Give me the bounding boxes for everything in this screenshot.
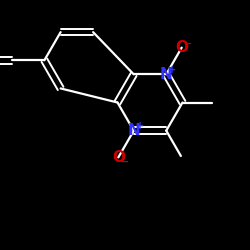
Text: O: O xyxy=(112,150,125,165)
Text: +: + xyxy=(136,121,144,131)
Text: N: N xyxy=(127,123,140,138)
Text: O: O xyxy=(175,40,188,55)
Text: N: N xyxy=(160,67,172,82)
Text: −: − xyxy=(184,38,192,48)
Text: +: + xyxy=(168,65,176,75)
Text: −: − xyxy=(120,157,128,167)
